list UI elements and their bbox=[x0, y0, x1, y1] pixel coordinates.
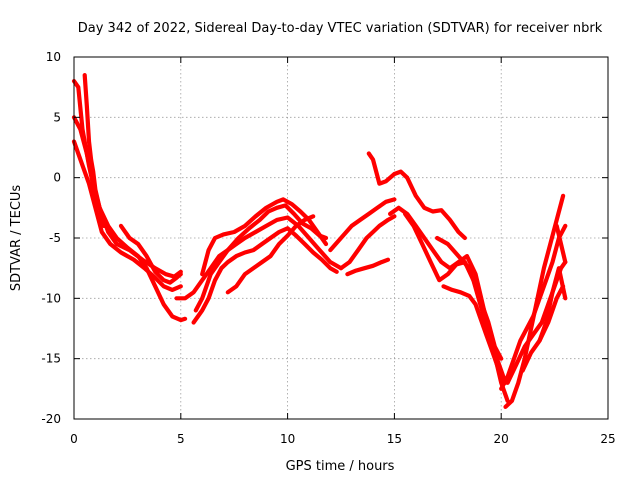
series-track-10 bbox=[225, 214, 316, 295]
x-tick-label: 25 bbox=[600, 432, 615, 446]
y-axis-label: SDTVAR / TECUs bbox=[9, 185, 24, 292]
series-track-7 bbox=[174, 215, 344, 301]
series-track-2 bbox=[71, 115, 188, 323]
y-tick-label: -5 bbox=[49, 231, 61, 245]
series-track-6 bbox=[193, 203, 329, 313]
y-axis-ticks: -20 -15 -10 -5 0 5 10 bbox=[41, 50, 608, 426]
series-track-20 bbox=[499, 223, 568, 391]
series-track-24 bbox=[554, 223, 568, 265]
data-series-layer bbox=[71, 72, 568, 409]
series-track-9 bbox=[191, 226, 339, 325]
x-axis-label: GPS time / hours bbox=[286, 459, 395, 474]
y-tick-label: -10 bbox=[41, 291, 61, 305]
series-track-12 bbox=[338, 214, 397, 271]
series-track-5 bbox=[118, 223, 183, 285]
series-track-4 bbox=[71, 139, 183, 292]
y-tick-label: 10 bbox=[46, 50, 61, 64]
series-track-14 bbox=[366, 151, 467, 241]
y-tick-label: 5 bbox=[53, 110, 61, 124]
x-tick-label: 10 bbox=[280, 432, 295, 446]
x-axis-ticks: 0 5 10 15 20 25 bbox=[70, 57, 616, 446]
series-track-3 bbox=[82, 72, 107, 228]
y-tick-label: -15 bbox=[41, 352, 61, 366]
series-track-11 bbox=[328, 197, 397, 253]
series-track-18 bbox=[441, 284, 502, 373]
x-tick-label: 5 bbox=[177, 432, 185, 446]
series-track-23 bbox=[537, 266, 568, 343]
x-tick-label: 20 bbox=[494, 432, 509, 446]
x-tick-label: 0 bbox=[70, 432, 78, 446]
y-tick-label: 0 bbox=[53, 171, 61, 185]
x-tick-label: 15 bbox=[387, 432, 402, 446]
y-tick-label: -20 bbox=[41, 412, 61, 426]
series-track-17 bbox=[435, 235, 504, 361]
chart-title: Day 342 of 2022, Sidereal Day-to-day VTE… bbox=[78, 21, 603, 36]
series-track-13 bbox=[345, 257, 391, 277]
